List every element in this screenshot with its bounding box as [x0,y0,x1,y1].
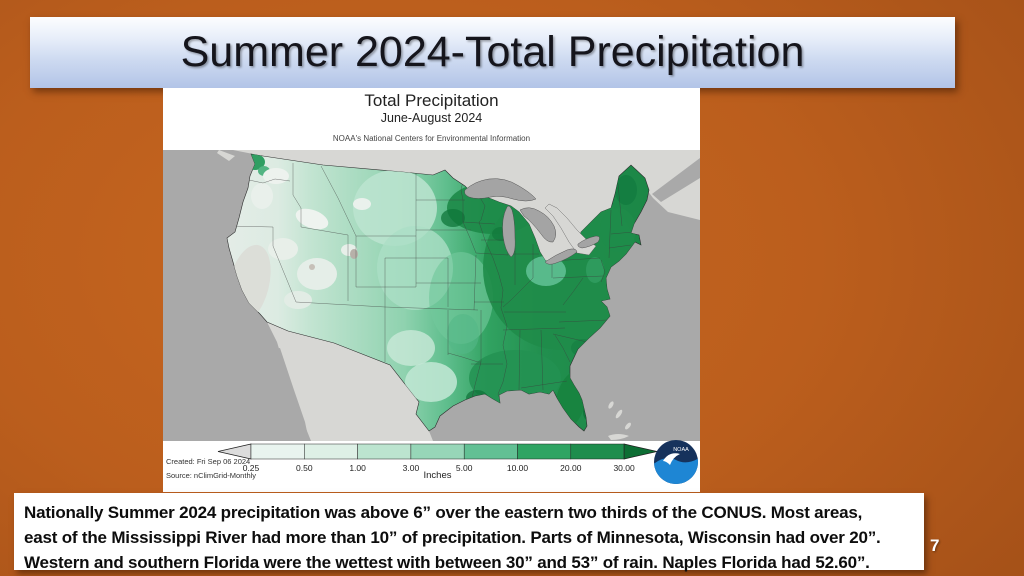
svg-text:10.00: 10.00 [507,463,529,473]
great-lakes [464,178,600,265]
caption-line-2: east of the Mississippi River had more t… [24,528,881,547]
canada-land [233,150,700,264]
lake-ontario [577,235,600,249]
map-attribution: NOAA's National Centers for Environmenta… [332,134,531,143]
mexico-land [267,322,433,441]
map-title: Total Precipitation [364,91,499,110]
svg-text:1.00: 1.00 [349,463,366,473]
us-precipitation-map [163,150,700,441]
legend-unit-label: Inches [423,470,452,481]
slide-title-banner: Summer 2024-Total Precipitation [30,17,955,88]
svg-text:5.00: 5.00 [456,463,473,473]
slide-title: Summer 2024-Total Precipitation [180,28,805,76]
svg-text:30.00: 30.00 [613,463,635,473]
svg-text:3.00: 3.00 [403,463,420,473]
map-subtitle: June-August 2024 [380,111,483,125]
precipitation-legend: 0.25 0.50 1.00 3.00 5.00 10.00 20.00 30.00 [217,443,658,473]
noaa-logo-text: NOAA [673,447,689,453]
precipitation-map-figure: Total Precipitation June-August 2024 NOA… [163,88,700,492]
st-lawrence-water [652,158,700,202]
lake-superior [464,178,537,202]
caption-box: Nationally Summer 2024 precipitation was… [14,493,924,572]
islands [608,401,631,440]
gulf-of-california [275,348,309,441]
map-data-source: Source: nClimGrid-Monthly [166,471,257,480]
vancouver-island [217,150,235,161]
svg-text:20.00: 20.00 [560,463,582,473]
map-created-date: Created: Fri Sep 06 2024 [166,457,251,466]
noaa-logo: NOAA [653,439,699,485]
caption-line-1: Nationally Summer 2024 precipitation was… [24,503,863,522]
page-number: 7 [930,536,940,555]
svg-text:0.50: 0.50 [296,463,313,473]
lake-michigan [502,205,516,258]
svg-text:0.25: 0.25 [243,463,260,473]
caption-line-3: Western and southern Florida were the we… [24,553,870,572]
seagull-icon [663,453,680,465]
lake-huron [519,207,556,243]
lake-erie [544,248,578,265]
state-borders [228,163,634,403]
